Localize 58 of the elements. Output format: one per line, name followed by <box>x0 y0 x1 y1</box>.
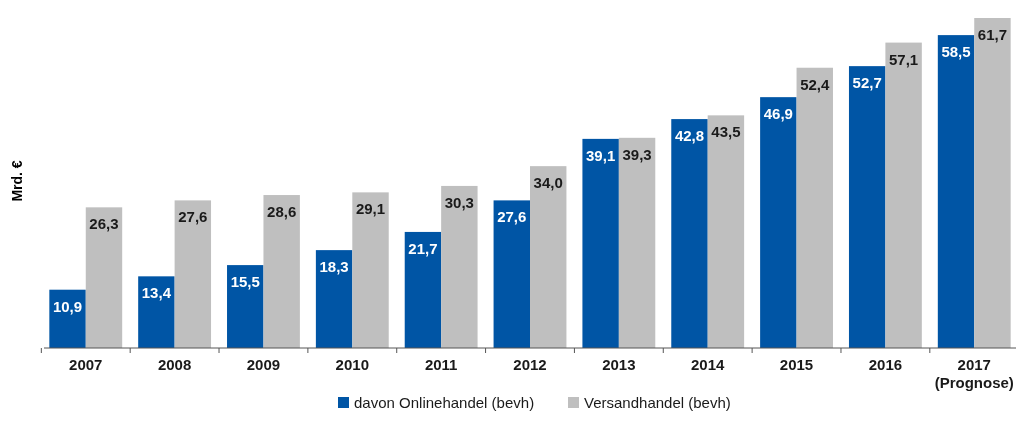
data-label: 46,9 <box>763 105 793 123</box>
x-tick-label: 2008 <box>157 356 192 373</box>
data-label: 39,3 <box>622 145 652 163</box>
bar <box>796 67 833 348</box>
data-label: 34,0 <box>533 174 563 192</box>
bar <box>848 66 886 348</box>
bar <box>974 18 1011 348</box>
y-axis-title: Mrd. € <box>9 160 25 202</box>
data-label: 43,5 <box>711 123 741 141</box>
bar <box>760 97 797 348</box>
data-label: 30,3 <box>444 193 474 211</box>
data-label: 29,1 <box>355 200 386 218</box>
legend-label: davon Onlinehandel (bevh) <box>354 394 535 411</box>
x-tick-label: 2011 <box>424 356 458 373</box>
data-label: 13,4 <box>141 284 172 302</box>
bar <box>404 231 442 348</box>
bar <box>618 137 656 348</box>
data-label: 52,7 <box>852 74 882 92</box>
bar <box>263 195 300 348</box>
bar <box>227 265 264 348</box>
x-tick-label: 2015 <box>779 356 814 373</box>
data-label: 28,6 <box>267 203 297 221</box>
bar <box>315 250 353 348</box>
data-label: 39,1 <box>586 146 616 164</box>
data-label: 18,3 <box>319 258 349 276</box>
x-tick-label: 2013 <box>602 356 636 373</box>
data-label: 61,7 <box>977 26 1008 43</box>
bar <box>49 289 86 348</box>
bar <box>885 42 922 348</box>
x-tick-label: 2014 <box>691 356 726 373</box>
data-label: 26,3 <box>89 215 119 233</box>
bar <box>530 166 567 348</box>
data-label: 21,7 <box>408 239 438 257</box>
x-tick-label: 2016 <box>868 356 903 373</box>
bar <box>85 207 123 348</box>
bar <box>582 138 619 348</box>
x-tick-label: 2007 <box>69 356 103 373</box>
bar <box>138 276 175 348</box>
data-label: 52,4 <box>800 75 831 93</box>
bar <box>352 192 389 348</box>
data-label: 27,6 <box>497 208 527 226</box>
bar <box>493 200 530 348</box>
bar <box>671 119 708 348</box>
x-tick-label: 2017 (Prognose) <box>934 356 1014 391</box>
data-label: 42,8 <box>674 127 705 145</box>
data-label: 58,5 <box>941 43 971 61</box>
data-label: 10,9 <box>52 297 83 315</box>
data-label: 15,5 <box>230 273 260 291</box>
x-tick-label: 2012 <box>513 356 547 373</box>
bar <box>937 35 975 348</box>
x-tick-label: 2009 <box>246 356 281 373</box>
x-tick-label: 2010 <box>335 356 369 373</box>
data-label: 57,1 <box>889 50 919 68</box>
legend-label: Versandhandel (bevh) <box>584 394 731 411</box>
bar <box>441 185 478 348</box>
bar <box>174 200 212 348</box>
bar <box>707 115 745 348</box>
data-label: 27,6 <box>178 208 208 226</box>
